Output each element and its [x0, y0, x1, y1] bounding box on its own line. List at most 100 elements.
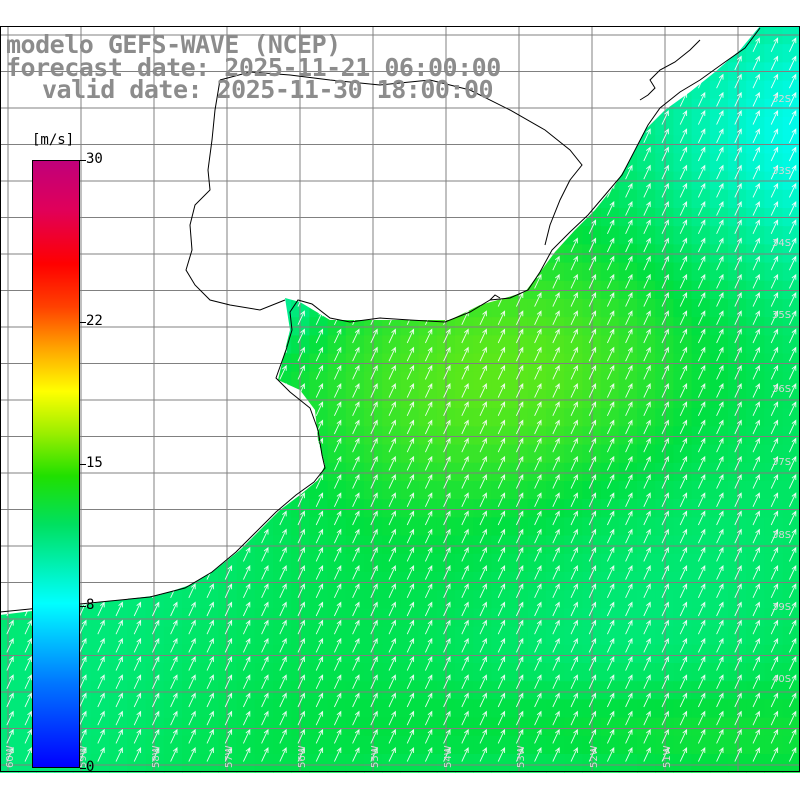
speed-cell [618, 608, 638, 628]
wind-arrow [734, 55, 742, 71]
wind-arrow [643, 346, 651, 362]
wind-arrow [515, 401, 524, 416]
wind-arrow [388, 455, 396, 471]
wind-arrow [752, 146, 760, 162]
wind-arrow [479, 328, 487, 344]
speed-cell [291, 754, 310, 773]
wind-arrow [752, 619, 760, 635]
wind-arrow [697, 583, 706, 598]
speed-cell [163, 626, 183, 646]
wind-arrow [679, 128, 688, 143]
wind-arrow [315, 401, 324, 416]
speed-cell [527, 444, 547, 464]
model-title: modelo GEFS-WAVE (NCEP) [6, 30, 341, 59]
wind-arrow [352, 383, 360, 398]
speed-cell [600, 426, 620, 446]
wind-arrow [6, 728, 14, 744]
wind-arrow [406, 528, 415, 544]
wind-arrow [352, 346, 360, 362]
wind-arrow [24, 674, 32, 689]
speed-cell [637, 535, 656, 555]
speed-cell [491, 499, 511, 518]
speed-cell [382, 462, 401, 482]
speed-cell [637, 226, 656, 245]
wind-arrow [333, 474, 342, 489]
wind-arrow [679, 255, 688, 271]
speed-cell [182, 644, 201, 664]
wind-arrow [606, 692, 615, 708]
wind-arrow [370, 619, 378, 635]
speed-cell [746, 699, 765, 719]
wind-arrow [461, 546, 469, 562]
speed-cell [691, 335, 711, 355]
speed-cell [564, 735, 583, 755]
wind-arrow [388, 637, 396, 653]
wind-arrow [552, 674, 560, 689]
lat-label: 36S [772, 384, 791, 395]
speed-cell [709, 717, 729, 737]
wind-arrow [716, 310, 724, 325]
speed-cell [418, 626, 438, 646]
speed-cell [728, 608, 747, 628]
wind-arrow [151, 674, 160, 689]
wind-arrow [497, 546, 506, 562]
wind-arrow [515, 364, 524, 380]
wind-arrow [352, 474, 360, 489]
wind-arrow [24, 637, 32, 653]
wind-arrow [315, 728, 324, 744]
speed-cell [746, 262, 765, 282]
speed-cell [473, 499, 492, 518]
wind-arrow [370, 583, 378, 598]
wind-arrow [6, 692, 14, 708]
wind-arrow [315, 364, 324, 380]
wind-arrow [479, 510, 487, 526]
wind-arrow [352, 455, 360, 471]
wind-arrow [534, 510, 542, 526]
wind-arrow [752, 747, 760, 762]
wind-arrow [734, 346, 742, 362]
wind-arrow [534, 455, 542, 471]
wind-arrow [206, 692, 214, 708]
wind-arrow [224, 583, 233, 598]
speed-cell [618, 481, 638, 500]
speed-cell [546, 517, 565, 537]
wind-arrow [461, 419, 469, 435]
wind-arrow [443, 528, 451, 544]
wind-arrow [333, 492, 342, 507]
wind-arrow [588, 310, 597, 325]
wind-arrow [515, 546, 524, 562]
wind-arrow [788, 73, 797, 89]
speed-cell [109, 735, 128, 755]
wind-arrow [297, 619, 305, 635]
wind-arrow [752, 674, 760, 689]
wind-arrow [224, 656, 233, 671]
wind-arrow [461, 637, 469, 653]
wind-arrow [770, 674, 779, 689]
wind-arrow [406, 510, 415, 526]
wind-arrow [515, 601, 524, 617]
speed-cell [600, 572, 620, 591]
speed-cell [473, 644, 492, 664]
wind-arrow [279, 583, 287, 598]
wind-arrow [734, 492, 742, 507]
speed-cell [673, 663, 693, 682]
wind-arrow [752, 455, 760, 471]
wind-arrow [315, 601, 324, 617]
speed-cell [673, 590, 693, 609]
wind-arrow [570, 401, 578, 416]
speed-cell [291, 371, 310, 391]
speed-cell [109, 626, 128, 646]
speed-cell [637, 572, 656, 591]
speed-cell [254, 644, 274, 664]
wind-arrow [352, 656, 360, 671]
speed-cell [273, 717, 292, 737]
wind-arrow [734, 565, 742, 580]
wind-arrow [716, 255, 724, 271]
wind-arrow [788, 110, 797, 125]
wind-arrow [734, 91, 742, 107]
wind-arrow [461, 619, 469, 635]
wind-arrow [224, 728, 233, 744]
speed-cell [145, 754, 165, 773]
wind-arrow [606, 510, 615, 526]
